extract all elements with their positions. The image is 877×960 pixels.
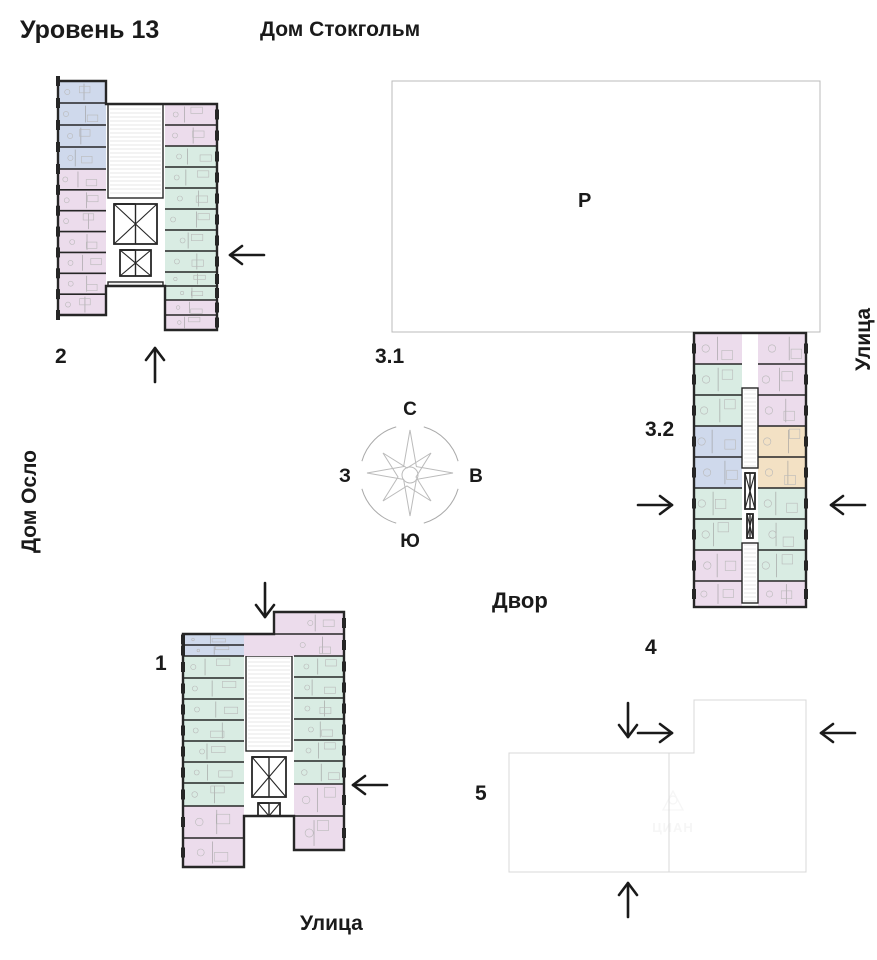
svg-text:З: З bbox=[339, 466, 351, 487]
svg-text:C: C bbox=[403, 399, 417, 420]
svg-text:Ю: Ю bbox=[400, 531, 420, 552]
svg-text:В: В bbox=[469, 466, 483, 487]
